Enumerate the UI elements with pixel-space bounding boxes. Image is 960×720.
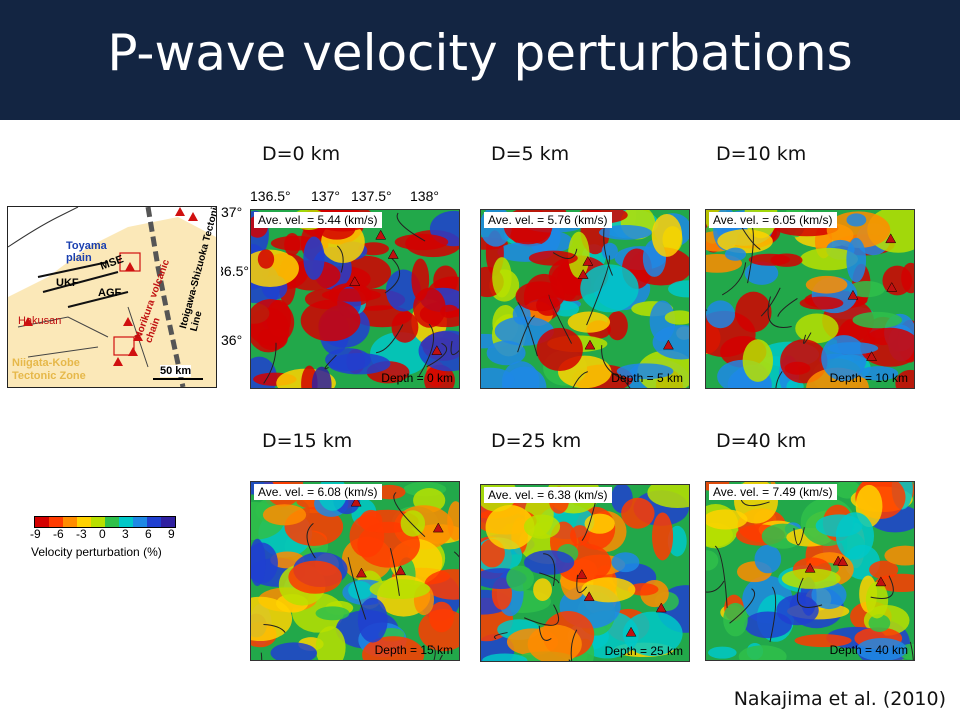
map-drawing: [8, 207, 216, 387]
colorbar-label: Velocity perturbation (%): [31, 545, 162, 559]
colorbar-swatch: [147, 517, 162, 527]
average-velocity: Ave. vel. = 5.44 (km/s): [254, 212, 382, 228]
colorbar-swatch: [133, 517, 148, 527]
tomography-panel-0km: Ave. vel. = 5.44 (km/s) Depth = 0 km: [250, 209, 460, 389]
average-velocity: Ave. vel. = 6.08 (km/s): [254, 484, 382, 500]
colorbar-tick: 6: [145, 527, 152, 541]
tomography-image: [481, 485, 689, 661]
depth-caption: Depth = 0 km: [381, 371, 453, 385]
colorbar-swatch: [49, 517, 64, 527]
tomography-panel-40km: Ave. vel. = 7.49 (km/s) Depth = 40 km: [705, 481, 915, 661]
slide-title: P-wave velocity perturbations: [107, 24, 853, 82]
depth-label-0: D=0 km: [262, 143, 341, 165]
colorbar: [34, 516, 176, 528]
map-label-niigata: Niigata-Kobe Tectonic Zone: [12, 357, 86, 382]
colorbar-swatch: [91, 517, 106, 527]
tomography-panel-5km: Ave. vel. = 5.76 (km/s) Depth = 5 km: [480, 209, 690, 389]
map-label-hakusan: Hakusan: [18, 315, 62, 327]
tomography-panel-15km: Ave. vel. = 6.08 (km/s) Depth = 15 km: [250, 481, 460, 661]
tomography-image: [706, 482, 914, 660]
tomography-panel-10km: Ave. vel. = 6.05 (km/s) Depth = 10 km: [705, 209, 915, 389]
colorbar-swatch: [105, 517, 120, 527]
colorbar-tick: 3: [122, 527, 129, 541]
tomography-image: [706, 210, 914, 388]
colorbar-tick: -3: [76, 527, 87, 541]
colorbar-swatch: [161, 517, 176, 527]
colorbar-swatch: [77, 517, 92, 527]
depth-caption: Depth = 10 km: [829, 371, 908, 385]
tomography-image: [251, 482, 459, 660]
average-velocity: Ave. vel. = 5.76 (km/s): [484, 212, 612, 228]
lat-tick-36: 36°: [221, 332, 243, 348]
depth-caption: Depth = 40 km: [829, 643, 908, 657]
average-velocity: Ave. vel. = 7.49 (km/s): [709, 484, 837, 500]
colorbar-swatch: [35, 517, 50, 527]
depth-caption: Depth = 5 km: [611, 371, 683, 385]
colorbar-tick: 9: [168, 527, 175, 541]
tomography-image: [251, 210, 459, 388]
lon-tick-137: 137°: [311, 188, 340, 204]
depth-label-25: D=25 km: [491, 430, 582, 452]
map-label-ukf: UKF: [56, 277, 79, 289]
lat-tick-37: 37°: [221, 204, 243, 220]
average-velocity: Ave. vel. = 6.05 (km/s): [709, 212, 837, 228]
depth-label-10: D=10 km: [716, 143, 807, 165]
tomography-image: [481, 210, 689, 388]
map-scale-bar: 50 km: [160, 365, 192, 377]
depth-caption: Depth = 25 km: [604, 644, 683, 658]
average-velocity: Ave. vel. = 6.38 (km/s): [484, 487, 612, 503]
tomography-panel-25km: Ave. vel. = 6.38 (km/s) Depth = 25 km: [480, 484, 690, 662]
colorbar-swatch: [63, 517, 78, 527]
colorbar-swatch: [119, 517, 134, 527]
lat-tick-365: 36.5°: [221, 263, 249, 279]
depth-caption: Depth = 15 km: [374, 643, 453, 657]
depth-label-15: D=15 km: [262, 430, 353, 452]
colorbar-tick: -9: [30, 527, 41, 541]
colorbar-tick: 0: [99, 527, 106, 541]
citation: Nakajima et al. (2010): [733, 688, 946, 710]
depth-label-40: D=40 km: [716, 430, 807, 452]
colorbar-tick: -6: [53, 527, 64, 541]
location-map: Toyama plain MSE UKF AGF Hakusan Norikur…: [7, 206, 217, 388]
lon-tick-138: 138°: [410, 188, 439, 204]
lon-tick-1375: 137.5°: [351, 188, 392, 204]
depth-label-5: D=5 km: [491, 143, 570, 165]
map-label-toyama: Toyama plain: [66, 240, 107, 264]
map-label-agf: AGF: [98, 287, 122, 299]
lon-tick-1365: 136.5°: [250, 188, 291, 204]
title-bar: P-wave velocity perturbations: [0, 0, 960, 120]
